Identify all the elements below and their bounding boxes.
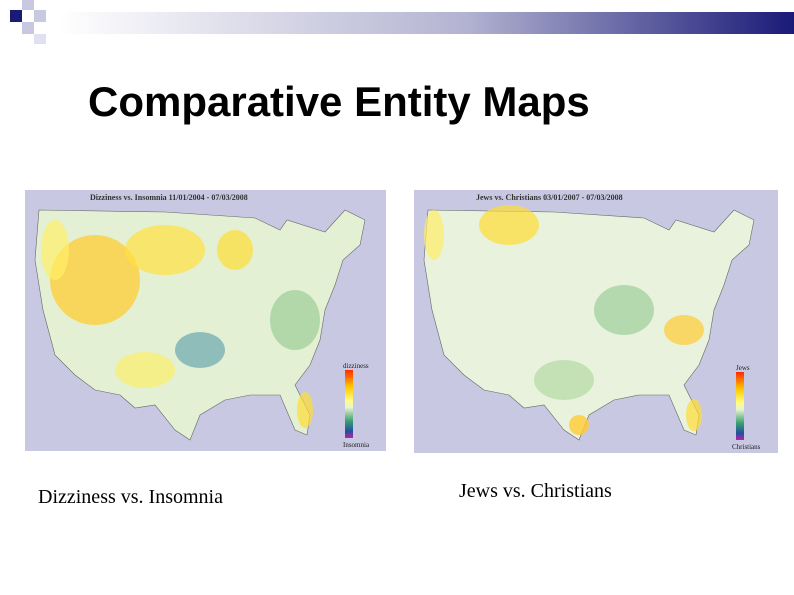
map-title: Dizziness vs. Insomnia 11/01/2004 - 07/0… <box>90 193 248 202</box>
corner-squares <box>10 0 46 44</box>
map-title: Jews vs. Christians 03/01/2007 - 07/03/2… <box>476 193 623 202</box>
legend-title: Christians <box>732 443 761 451</box>
header-bar <box>58 12 794 34</box>
slide-title: Comparative Entity Maps <box>88 78 590 125</box>
map-caption: Jews vs. Christians <box>459 480 612 502</box>
map-caption: Dizziness vs. Insomnia <box>38 486 223 508</box>
legend-title: dizziness <box>343 362 369 370</box>
map-image: Jews vs. Christians 03/01/2007 - 07/03/2… <box>414 190 778 453</box>
legend-title: Insomnia <box>343 441 370 449</box>
legend-title: Jews <box>736 364 750 372</box>
map-image: Dizziness vs. Insomnia 11/01/2004 - 07/0… <box>25 190 386 451</box>
